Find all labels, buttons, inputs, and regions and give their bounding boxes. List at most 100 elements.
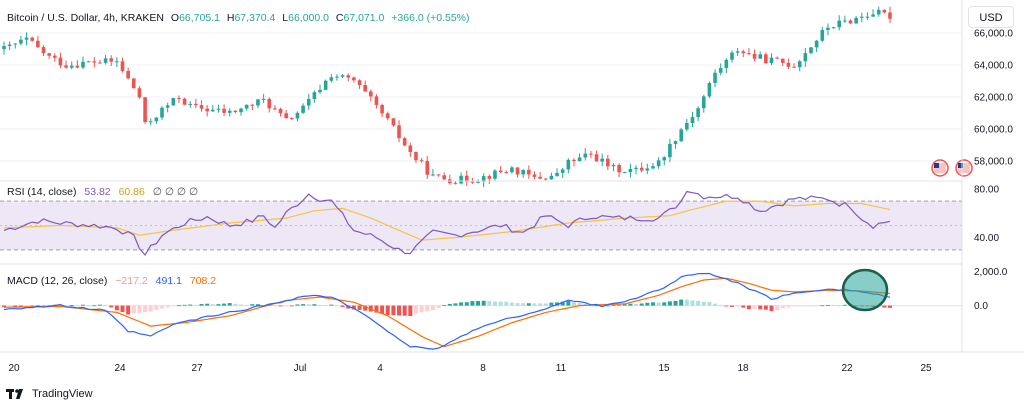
candle-body	[7, 44, 12, 47]
candle-body	[854, 17, 858, 24]
earnings-flag-icon[interactable]	[931, 159, 949, 177]
candle-body	[284, 113, 288, 119]
candle-body	[645, 168, 650, 171]
macd-hist-bar	[459, 302, 464, 306]
candle-body	[380, 105, 384, 114]
candle-body	[64, 65, 68, 68]
candle-body	[261, 98, 266, 100]
macd-hist-bar	[182, 304, 187, 306]
macd-hist-bar	[41, 305, 46, 307]
candle-body	[747, 53, 751, 55]
macd-hist-bar	[673, 300, 678, 306]
macd-hist-bar	[713, 303, 718, 306]
candle-body	[701, 96, 706, 109]
macd-hist-bar	[233, 303, 238, 306]
macd-hist-bar	[555, 302, 560, 306]
candle-body	[148, 121, 153, 123]
candle-body	[211, 109, 215, 112]
brand-label: TradingView	[32, 388, 93, 400]
macd-hist-bar	[696, 300, 701, 306]
candle-body	[402, 138, 407, 146]
macd-hist-bar	[334, 305, 339, 307]
candle-body	[318, 89, 322, 93]
macd-hist-bar	[729, 305, 734, 307]
candle-body	[52, 55, 57, 58]
macd-hist-bar	[199, 303, 204, 306]
macd-hist-bar	[780, 305, 785, 309]
macd-hist-bar	[746, 305, 751, 310]
candle-body	[876, 9, 881, 15]
macd-hist-bar	[481, 300, 486, 306]
candle-body	[769, 57, 774, 64]
macd-hist-bar	[131, 305, 136, 314]
candle-body	[75, 65, 80, 68]
candle-body	[572, 159, 576, 162]
candle-body	[335, 76, 339, 78]
macd-hist-bar	[662, 302, 667, 306]
macd-hist-bar	[2, 305, 6, 308]
candle-body	[888, 12, 892, 19]
macd-hist-bar	[560, 301, 565, 306]
macd-hist-bar	[227, 303, 232, 306]
macd-hist-bar	[447, 303, 452, 306]
candle-body	[780, 58, 785, 63]
branding[interactable]: TradingView	[6, 386, 93, 402]
candle-body	[419, 160, 424, 162]
earnings-flag-icon[interactable]	[955, 159, 973, 177]
macd-hist-bar	[425, 305, 430, 312]
macd-hist-bar	[126, 305, 131, 315]
candle-body	[41, 47, 46, 54]
macd-hist-bar	[538, 303, 543, 306]
candle-body	[442, 175, 446, 180]
candle-body	[256, 99, 260, 106]
time-tick-label: 11	[556, 363, 567, 374]
macd-hist-bar	[808, 305, 813, 307]
currency-button[interactable]: USD	[968, 6, 1014, 28]
macd-tick-label: 0.0	[974, 301, 988, 312]
macd-hist-bar	[210, 304, 215, 306]
candle-body	[154, 117, 159, 122]
macd-hist-bar	[650, 302, 655, 306]
candle-body	[651, 166, 655, 169]
candle-body	[86, 61, 91, 63]
macd-hist-bar	[244, 304, 249, 306]
candle-body	[374, 96, 379, 106]
tradingview-logo-icon	[6, 389, 23, 399]
candle-body	[859, 16, 864, 18]
macd-hist-bar	[81, 304, 86, 306]
candle-body	[464, 175, 469, 182]
macd-hist-bar	[758, 305, 763, 310]
macd-axis: 2,000.0 0.0	[974, 267, 1008, 312]
macd-hist-bar	[7, 305, 12, 307]
macd-hist-bar	[380, 305, 385, 314]
macd-pane[interactable]	[0, 268, 962, 350]
candle-body	[577, 157, 582, 162]
candle-body	[58, 57, 63, 66]
time-tick-label: 20	[8, 363, 20, 374]
macd-hist-bar	[470, 301, 475, 306]
candle-body	[346, 75, 351, 78]
candle-body	[19, 39, 23, 44]
candle-body	[656, 160, 661, 167]
macd-hist-bar	[667, 301, 672, 306]
candle-body	[13, 43, 18, 45]
macd-hist-bar	[814, 305, 819, 307]
rsi-legend[interactable]: RSI (14, close) 53.82 60.86 ∅ ∅ ∅ ∅	[7, 186, 198, 198]
candle-body	[273, 108, 277, 110]
macd-hist-bar	[92, 305, 97, 307]
candle-body	[2, 46, 6, 50]
macd-hist-bar	[69, 305, 74, 306]
candle-body	[865, 16, 870, 18]
macd-legend[interactable]: MACD (12, 26, close) −217.2 491.1 708.2	[7, 275, 216, 287]
rsi-pane[interactable]	[0, 190, 962, 257]
candle-body	[171, 98, 176, 106]
macd-hist-bar	[30, 305, 35, 307]
symbol-title[interactable]: Bitcoin / U.S. Dollar, 4h, KRAKEN O66,70…	[7, 12, 470, 24]
candle-body	[662, 157, 667, 161]
time-tick-label: 22	[841, 363, 853, 374]
candle-body	[340, 75, 345, 77]
candle-body	[363, 84, 367, 92]
price-pane[interactable]	[0, 0, 962, 180]
macd-hist-bar	[351, 305, 356, 310]
